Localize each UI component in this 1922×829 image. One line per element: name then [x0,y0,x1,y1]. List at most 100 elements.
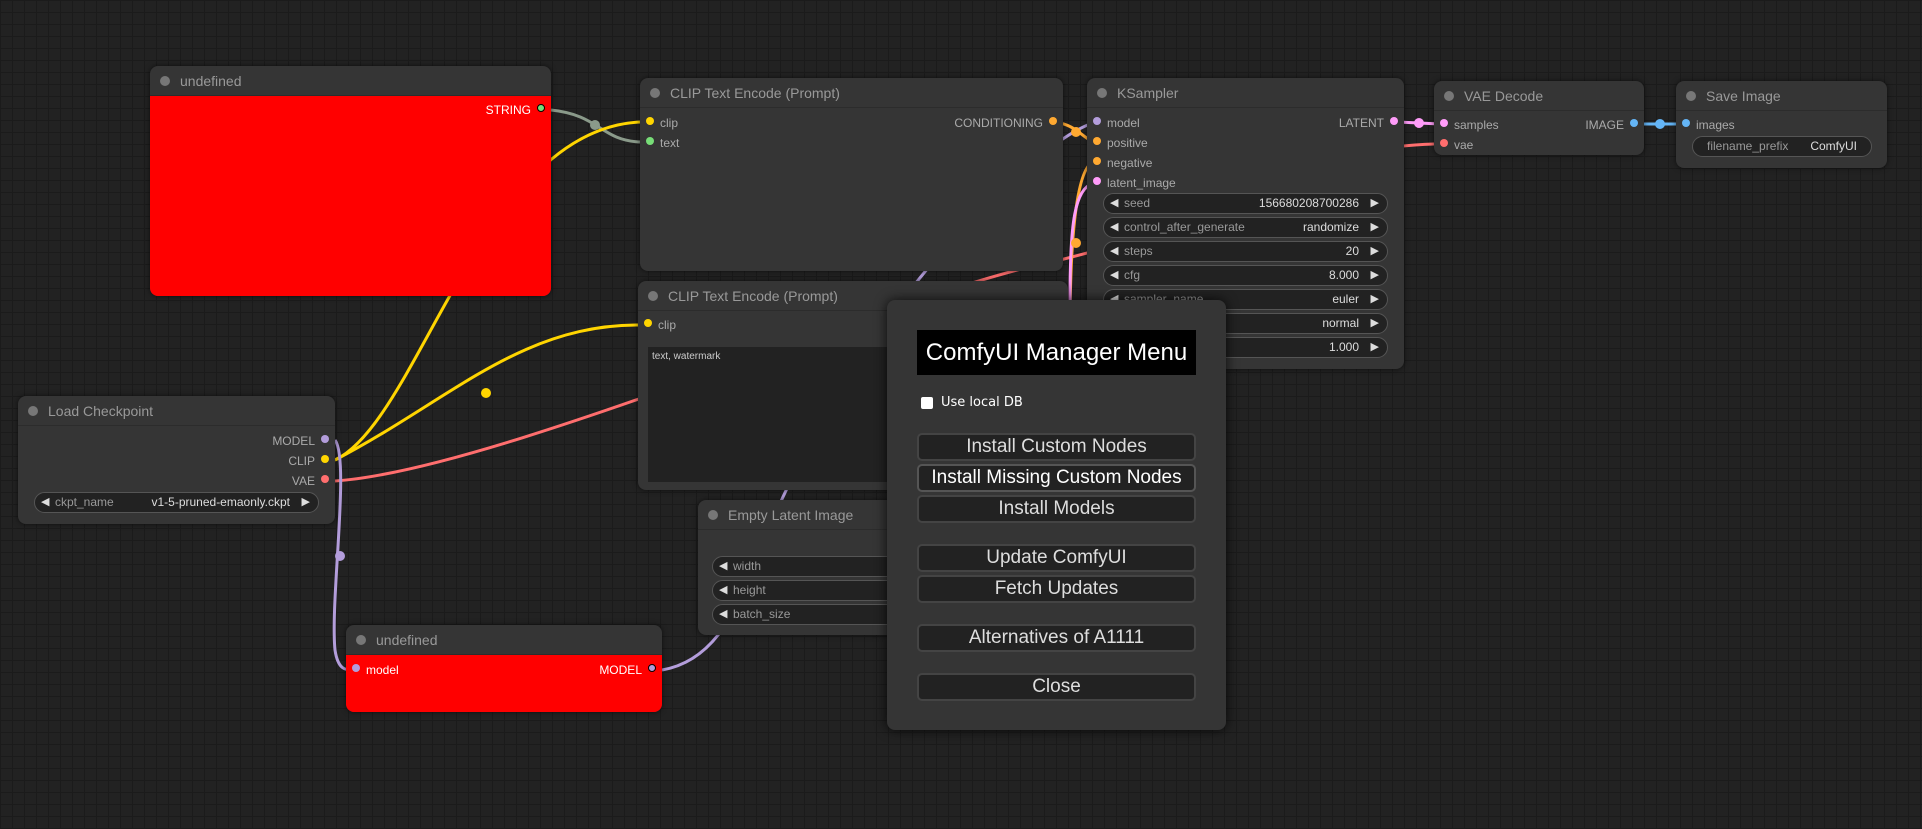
input-vae[interactable]: vae [1440,137,1473,153]
slot-dot-icon[interactable] [321,435,329,443]
widget-filename-prefix[interactable]: filename_prefix ComfyUI [1692,136,1872,157]
decrement-arrow-icon[interactable]: ◀ [719,584,728,596]
decrement-arrow-icon[interactable]: ◀ [1110,269,1119,281]
input-positive[interactable]: positive [1093,135,1148,151]
increment-arrow-icon[interactable]: ▶ [1370,245,1379,257]
node-undefined-model[interactable]: undefined model MODEL [346,625,662,712]
collapse-dot-icon[interactable] [708,510,718,520]
slot-dot-icon[interactable] [1093,117,1101,125]
widget-control-after-generate[interactable]: ◀ control_after_generate randomize ▶ [1103,217,1388,238]
decrement-arrow-icon[interactable]: ◀ [1110,221,1119,233]
install-missing-custom-nodes-button[interactable]: Install Missing Custom Nodes [917,464,1196,492]
input-clip[interactable]: clip [646,115,678,131]
node-ksampler[interactable]: KSampler model positive negative latent_… [1087,78,1404,369]
input-model[interactable]: model [1093,115,1140,131]
input-images[interactable]: images [1682,117,1735,133]
slot-dot-icon[interactable] [1440,119,1448,127]
input-negative[interactable]: negative [1093,155,1152,171]
output-model[interactable]: MODEL [599,662,656,678]
collapse-dot-icon[interactable] [1097,88,1107,98]
decrement-arrow-icon[interactable]: ◀ [719,608,728,620]
decrement-arrow-icon[interactable]: ◀ [1110,197,1119,209]
collapse-dot-icon[interactable] [1444,91,1454,101]
node-undefined-string[interactable]: undefined STRING [150,66,551,296]
output-conditioning[interactable]: CONDITIONING [954,115,1057,131]
node-title[interactable]: Save Image [1676,81,1887,111]
input-clip[interactable]: clip [644,317,676,333]
use-local-db-checkbox[interactable]: Use local DB [921,395,1023,410]
slot-dot-icon[interactable] [1093,177,1101,185]
slot-dot-icon[interactable] [321,475,329,483]
slot-dot-icon[interactable] [1630,119,1638,127]
increment-arrow-icon[interactable]: ▶ [1370,341,1379,353]
increment-arrow-icon[interactable]: ▶ [1370,293,1379,305]
slot-dot-icon[interactable] [648,664,656,672]
update-comfyui-button[interactable]: Update ComfyUI [917,544,1196,572]
node-title[interactable]: Load Checkpoint [18,396,335,426]
fetch-updates-button[interactable]: Fetch Updates [917,575,1196,603]
increment-arrow-icon[interactable]: ▶ [1370,197,1379,209]
collapse-dot-icon[interactable] [356,635,366,645]
slot-dot-icon[interactable] [1390,117,1398,125]
alternatives-a1111-button[interactable]: Alternatives of A1111 [917,624,1196,652]
input-model[interactable]: model [352,662,399,678]
close-button[interactable]: Close [917,673,1196,701]
slot-dot-icon[interactable] [1440,139,1448,147]
widget-label: width [733,559,762,573]
input-latent-image[interactable]: latent_image [1093,175,1176,191]
node-vae-decode[interactable]: VAE Decode samples vae IMAGE [1434,81,1644,155]
widget-value: 1.000 [1328,340,1359,354]
slot-dot-icon[interactable] [1093,157,1101,165]
increment-arrow-icon[interactable]: ▶ [301,496,310,508]
widget-steps[interactable]: ◀ steps 20 ▶ [1103,241,1388,262]
node-load-checkpoint[interactable]: Load Checkpoint MODEL CLIP VAE ◀ ckpt_nam… [18,396,335,524]
input-text[interactable]: text [646,135,679,151]
decrement-arrow-icon[interactable]: ◀ [719,560,728,572]
output-model[interactable]: MODEL [272,433,329,449]
collapse-dot-icon[interactable] [650,88,660,98]
output-vae[interactable]: VAE [292,473,329,489]
increment-arrow-icon[interactable]: ▶ [1370,317,1379,329]
collapse-dot-icon[interactable] [28,406,38,416]
collapse-dot-icon[interactable] [648,291,658,301]
slot-dot-icon[interactable] [1093,137,1101,145]
slot-dot-icon[interactable] [1682,119,1690,127]
decrement-arrow-icon[interactable]: ◀ [41,496,50,508]
node-title[interactable]: undefined [346,625,662,655]
output-latent[interactable]: LATENT [1339,115,1398,131]
decrement-arrow-icon[interactable]: ◀ [1110,293,1119,305]
output-image[interactable]: IMAGE [1585,117,1638,133]
node-save-image[interactable]: Save Image images filename_prefix ComfyUI [1676,81,1887,168]
install-models-button[interactable]: Install Models [917,495,1196,523]
widget-seed[interactable]: ◀ seed 156680208700286 ▶ [1103,193,1388,214]
slot-dot-icon[interactable] [537,104,545,112]
slot-dot-icon[interactable] [352,664,360,672]
node-clip-text-encode-1[interactable]: CLIP Text Encode (Prompt) clip text COND… [640,78,1063,271]
node-title[interactable]: CLIP Text Encode (Prompt) [640,78,1063,108]
slot-dot-icon[interactable] [646,117,654,125]
install-custom-nodes-button[interactable]: Install Custom Nodes [917,433,1196,461]
checkbox-icon[interactable] [921,396,933,409]
slot-dot-icon[interactable] [321,455,329,463]
node-title[interactable]: undefined [150,66,551,96]
collapse-dot-icon[interactable] [1686,91,1696,101]
node-title[interactable]: VAE Decode [1434,81,1644,111]
node-title[interactable]: KSampler [1087,78,1404,108]
widget-cfg[interactable]: ◀ cfg 8.000 ▶ [1103,265,1388,286]
decrement-arrow-icon[interactable]: ◀ [1110,245,1119,257]
node-title[interactable]: CLIP Text Encode (Prompt) [638,281,1068,311]
increment-arrow-icon[interactable]: ▶ [1370,221,1379,233]
slot-label: positive [1107,136,1148,150]
slot-label: model [1107,116,1140,130]
output-clip[interactable]: CLIP [288,453,329,469]
slot-dot-icon[interactable] [644,319,652,327]
widget-ckpt-name[interactable]: ◀ ckpt_name v1-5-pruned-emaonly.ckpt ▶ [34,492,319,513]
output-string[interactable]: STRING [486,102,545,118]
wire-reroute-dot [1655,119,1665,129]
collapse-dot-icon[interactable] [160,76,170,86]
wire-reroute-dot [335,551,345,561]
input-samples[interactable]: samples [1440,117,1499,133]
slot-dot-icon[interactable] [646,137,654,145]
increment-arrow-icon[interactable]: ▶ [1370,269,1379,281]
slot-dot-icon[interactable] [1049,117,1057,125]
